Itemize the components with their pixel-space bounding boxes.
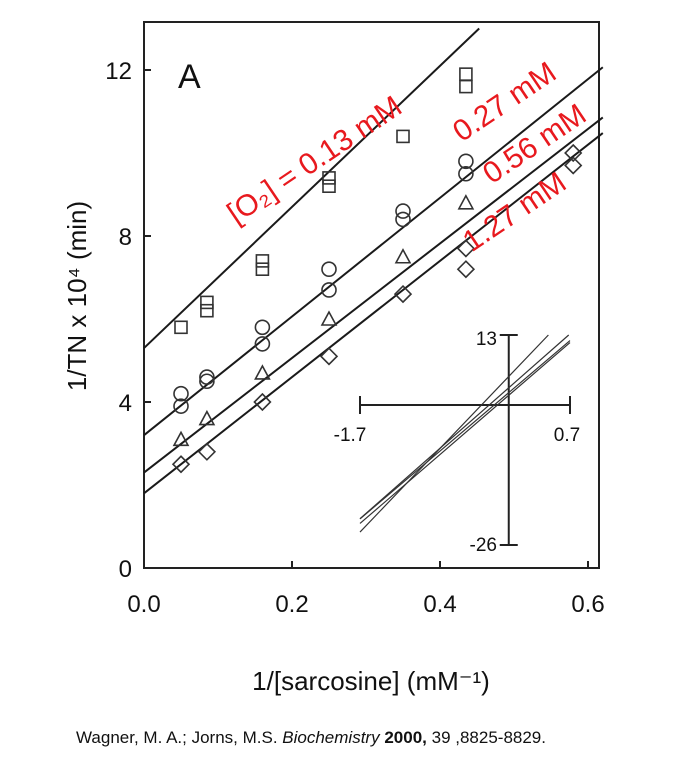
x-axis-title: 1/[sarcosine] (mM⁻¹) [252,666,490,696]
inset-y-max-label: 13 [476,329,497,350]
y-tick-label: 0 [119,556,132,583]
diamond-marker [393,284,413,304]
inset-y-min-label: -26 [470,535,497,556]
square-marker [459,67,473,81]
citation-authors: Wagner, M. A.; Jorns, M.S. [76,728,278,747]
fit-line-2 [143,116,604,474]
diamond-marker [171,455,191,474]
inset-x-max-label: 0.7 [554,425,580,446]
square-marker [255,262,270,277]
fit-line-3 [143,132,604,495]
citation: Wagner, M. A.; Jorns, M.S. Biochemistry … [76,728,546,748]
inset-line-0 [359,334,549,533]
diamond-marker [319,347,339,366]
y-tick-label: 12 [105,58,132,85]
diamond-marker [456,239,476,258]
inset-x-min-label: -1.7 [334,425,367,446]
series-label-1.27: 1.27 mM [457,166,572,259]
inset-line-1 [359,334,570,520]
square-marker [174,320,188,335]
diamond-marker [564,143,583,163]
square-marker [322,179,336,193]
triangle-marker [320,310,338,326]
y-tick-label: 4 [119,390,132,417]
y-tick-label: 8 [119,224,132,251]
diamond-marker [456,260,476,279]
circle-marker [254,319,271,336]
series-label-o2-0.13: [O₂] = 0.13 mM [222,90,408,231]
citation-year: 2000, [384,728,427,747]
x-tick-label: 0.0 [127,591,160,618]
x-tick-label: 0.4 [423,591,456,618]
panel-label: A [178,58,201,96]
circle-marker [321,282,337,298]
inset-line-2 [359,340,571,520]
circle-marker [458,153,474,170]
diamond-marker [197,442,217,461]
square-marker [255,254,270,268]
circle-marker [321,261,337,278]
fit-lines [143,27,604,495]
data-markers [171,67,583,474]
circle-marker [254,336,271,352]
circle-marker [395,203,411,219]
triangle-marker [198,409,216,426]
fit-line-0 [143,27,480,349]
circle-marker [395,211,411,228]
circle-marker [199,369,215,385]
x-tick-label: 0.2 [275,591,308,618]
square-marker [459,79,473,94]
circle-marker [199,373,215,390]
square-marker [200,303,214,318]
circle-marker [173,398,189,414]
x-tick-label: 0.6 [571,591,604,618]
citation-journal: Biochemistry [282,728,380,747]
y-axis-title: 1/TN x 10⁴ (min) [62,201,92,391]
square-marker [322,171,336,185]
square-marker [396,129,410,144]
triangle-marker [254,364,271,380]
circle-marker [173,385,189,402]
diamond-marker [253,392,272,412]
square-marker [200,295,214,310]
triangle-marker [172,430,190,447]
plot-frame [143,21,600,569]
triangle-marker [457,194,475,210]
fit-line-1 [143,66,604,436]
inset-line-3 [359,342,571,524]
diamond-marker [564,156,583,175]
triangle-marker [394,248,412,264]
axis-ticks [143,69,589,569]
circle-marker [458,165,474,182]
inset-plot [359,334,571,546]
citation-volume-pages: 39 ,8825-8829. [431,728,546,747]
